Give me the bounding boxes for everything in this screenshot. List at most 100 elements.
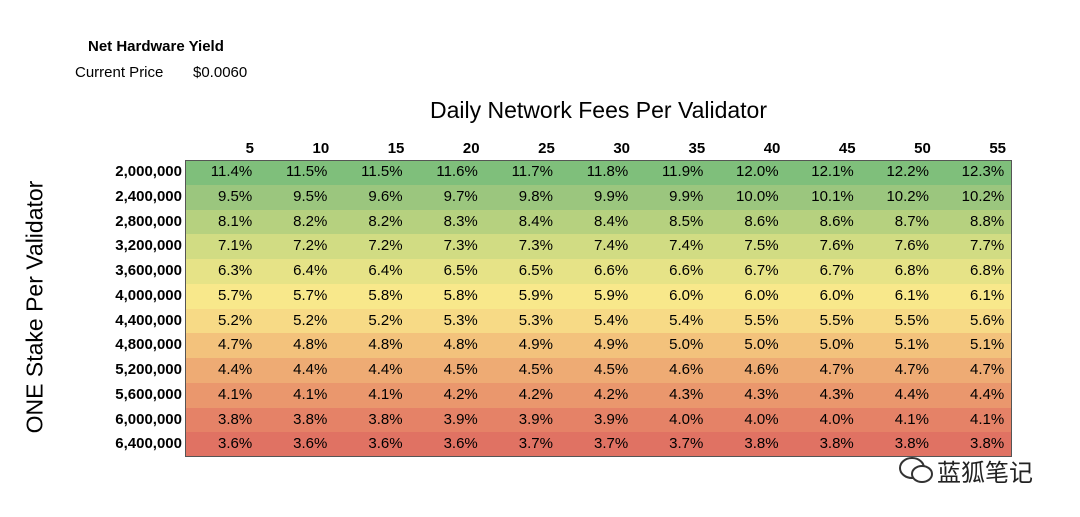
row-header: 4,800,000 bbox=[115, 336, 182, 354]
cell: 3.8% bbox=[937, 432, 1013, 457]
cell: 6.8% bbox=[937, 259, 1013, 284]
row-title: ONE Stake Per Validator bbox=[21, 180, 48, 434]
cell: 5.8% bbox=[410, 283, 486, 309]
cell: 3.8% bbox=[861, 432, 937, 457]
cell: 7.2% bbox=[335, 234, 411, 259]
cell: 5.2% bbox=[260, 308, 336, 334]
cell: 11.5% bbox=[260, 160, 336, 185]
cell: 12.0% bbox=[711, 160, 787, 185]
cell: 5.5% bbox=[711, 308, 787, 334]
cell: 7.2% bbox=[260, 234, 336, 259]
cell: 5.5% bbox=[861, 308, 937, 334]
price-label: Current Price bbox=[75, 64, 164, 81]
watermark: 蓝狐笔记 bbox=[937, 460, 1033, 487]
cell: 6.7% bbox=[711, 259, 787, 284]
cell: 6.5% bbox=[485, 259, 561, 284]
cell: 6.4% bbox=[260, 259, 336, 284]
cell: 3.9% bbox=[561, 407, 637, 433]
cell: 6.5% bbox=[410, 259, 486, 284]
cell: 8.4% bbox=[561, 209, 637, 235]
cell: 9.7% bbox=[410, 184, 486, 210]
column-header: 20 bbox=[462, 140, 480, 157]
cell: 11.6% bbox=[410, 160, 486, 185]
cell: 5.0% bbox=[636, 333, 712, 358]
cell: 4.3% bbox=[636, 382, 712, 408]
cell: 5.9% bbox=[485, 283, 561, 309]
cell: 3.8% bbox=[786, 432, 862, 457]
row-header: 3,600,000 bbox=[115, 262, 182, 279]
price: $0.0060 bbox=[193, 64, 248, 81]
cell: 5.0% bbox=[786, 333, 862, 358]
column-title: Daily Network Fees Per Validator bbox=[429, 97, 768, 123]
column-header: 40 bbox=[763, 140, 781, 157]
cell: 4.1% bbox=[260, 382, 336, 408]
cell: 6.1% bbox=[861, 283, 937, 309]
cell: 5.8% bbox=[335, 283, 411, 309]
cell: 4.3% bbox=[711, 382, 787, 408]
cell: 7.6% bbox=[861, 234, 937, 259]
column-header: 45 bbox=[838, 140, 856, 157]
cell: 3.7% bbox=[485, 432, 561, 457]
cell: 4.1% bbox=[937, 407, 1013, 433]
cell: 11.4% bbox=[185, 160, 261, 185]
cell: 8.7% bbox=[861, 209, 937, 235]
cell: 7.1% bbox=[185, 234, 261, 259]
cell: 4.4% bbox=[937, 382, 1013, 408]
cell: 12.3% bbox=[937, 160, 1013, 185]
row-header: 5,600,000 bbox=[115, 385, 182, 403]
cell: 3.6% bbox=[260, 432, 336, 457]
column-header: 55 bbox=[989, 140, 1006, 157]
cell: 5.1% bbox=[937, 333, 1013, 358]
cell: 5.7% bbox=[260, 283, 336, 309]
cell: 4.9% bbox=[561, 333, 637, 358]
cell: 5.6% bbox=[937, 308, 1013, 334]
cell: 4.7% bbox=[786, 358, 862, 383]
cell: 9.9% bbox=[561, 184, 637, 210]
cell: 3.8% bbox=[260, 407, 336, 433]
cell: 3.8% bbox=[711, 432, 787, 457]
cell: 5.4% bbox=[636, 308, 712, 334]
cell: 4.4% bbox=[861, 382, 937, 408]
cell: 5.3% bbox=[485, 308, 561, 334]
cell: 3.8% bbox=[335, 407, 411, 433]
cell: 6.6% bbox=[636, 259, 712, 284]
cell: 5.9% bbox=[561, 283, 637, 309]
cell: 4.1% bbox=[861, 407, 937, 433]
cell: 4.4% bbox=[185, 358, 261, 383]
column-header: 25 bbox=[538, 140, 555, 157]
title: Net Hardware Yield bbox=[88, 38, 224, 55]
cell: 5.0% bbox=[711, 333, 787, 358]
cell: 4.4% bbox=[335, 358, 411, 383]
cell: 3.8% bbox=[185, 407, 261, 433]
cell: 5.2% bbox=[185, 308, 261, 334]
cell: 9.5% bbox=[185, 184, 261, 210]
cell: 10.2% bbox=[861, 184, 937, 210]
cell: 6.0% bbox=[711, 283, 787, 309]
cell: 4.0% bbox=[636, 407, 712, 433]
cell: 5.4% bbox=[561, 308, 637, 334]
row-header: 6,400,000 bbox=[115, 435, 182, 453]
cell: 4.6% bbox=[711, 358, 787, 383]
column-header: 35 bbox=[688, 140, 706, 157]
row-header: 5,200,000 bbox=[115, 361, 182, 378]
cell: 7.3% bbox=[485, 234, 561, 259]
cell: 4.5% bbox=[485, 358, 561, 383]
cell: 9.6% bbox=[335, 184, 411, 210]
cell: 9.8% bbox=[485, 184, 561, 210]
cell: 6.0% bbox=[636, 283, 712, 309]
cell: 6.1% bbox=[937, 283, 1013, 309]
row-header: 6,000,000 bbox=[115, 410, 182, 428]
cell: 11.5% bbox=[335, 160, 411, 185]
cell: 4.0% bbox=[786, 407, 862, 433]
cell: 4.0% bbox=[711, 407, 787, 433]
cell: 3.6% bbox=[185, 432, 261, 457]
cell: 4.7% bbox=[937, 358, 1013, 383]
cell: 12.1% bbox=[786, 160, 862, 185]
cell: 7.5% bbox=[711, 234, 787, 259]
cell: 10.2% bbox=[937, 184, 1013, 210]
cell: 8.4% bbox=[485, 209, 561, 235]
cell: 4.8% bbox=[410, 333, 486, 358]
cell: 4.7% bbox=[185, 333, 261, 358]
cell: 4.6% bbox=[636, 358, 712, 383]
row-header: 3,200,000 bbox=[115, 237, 182, 255]
